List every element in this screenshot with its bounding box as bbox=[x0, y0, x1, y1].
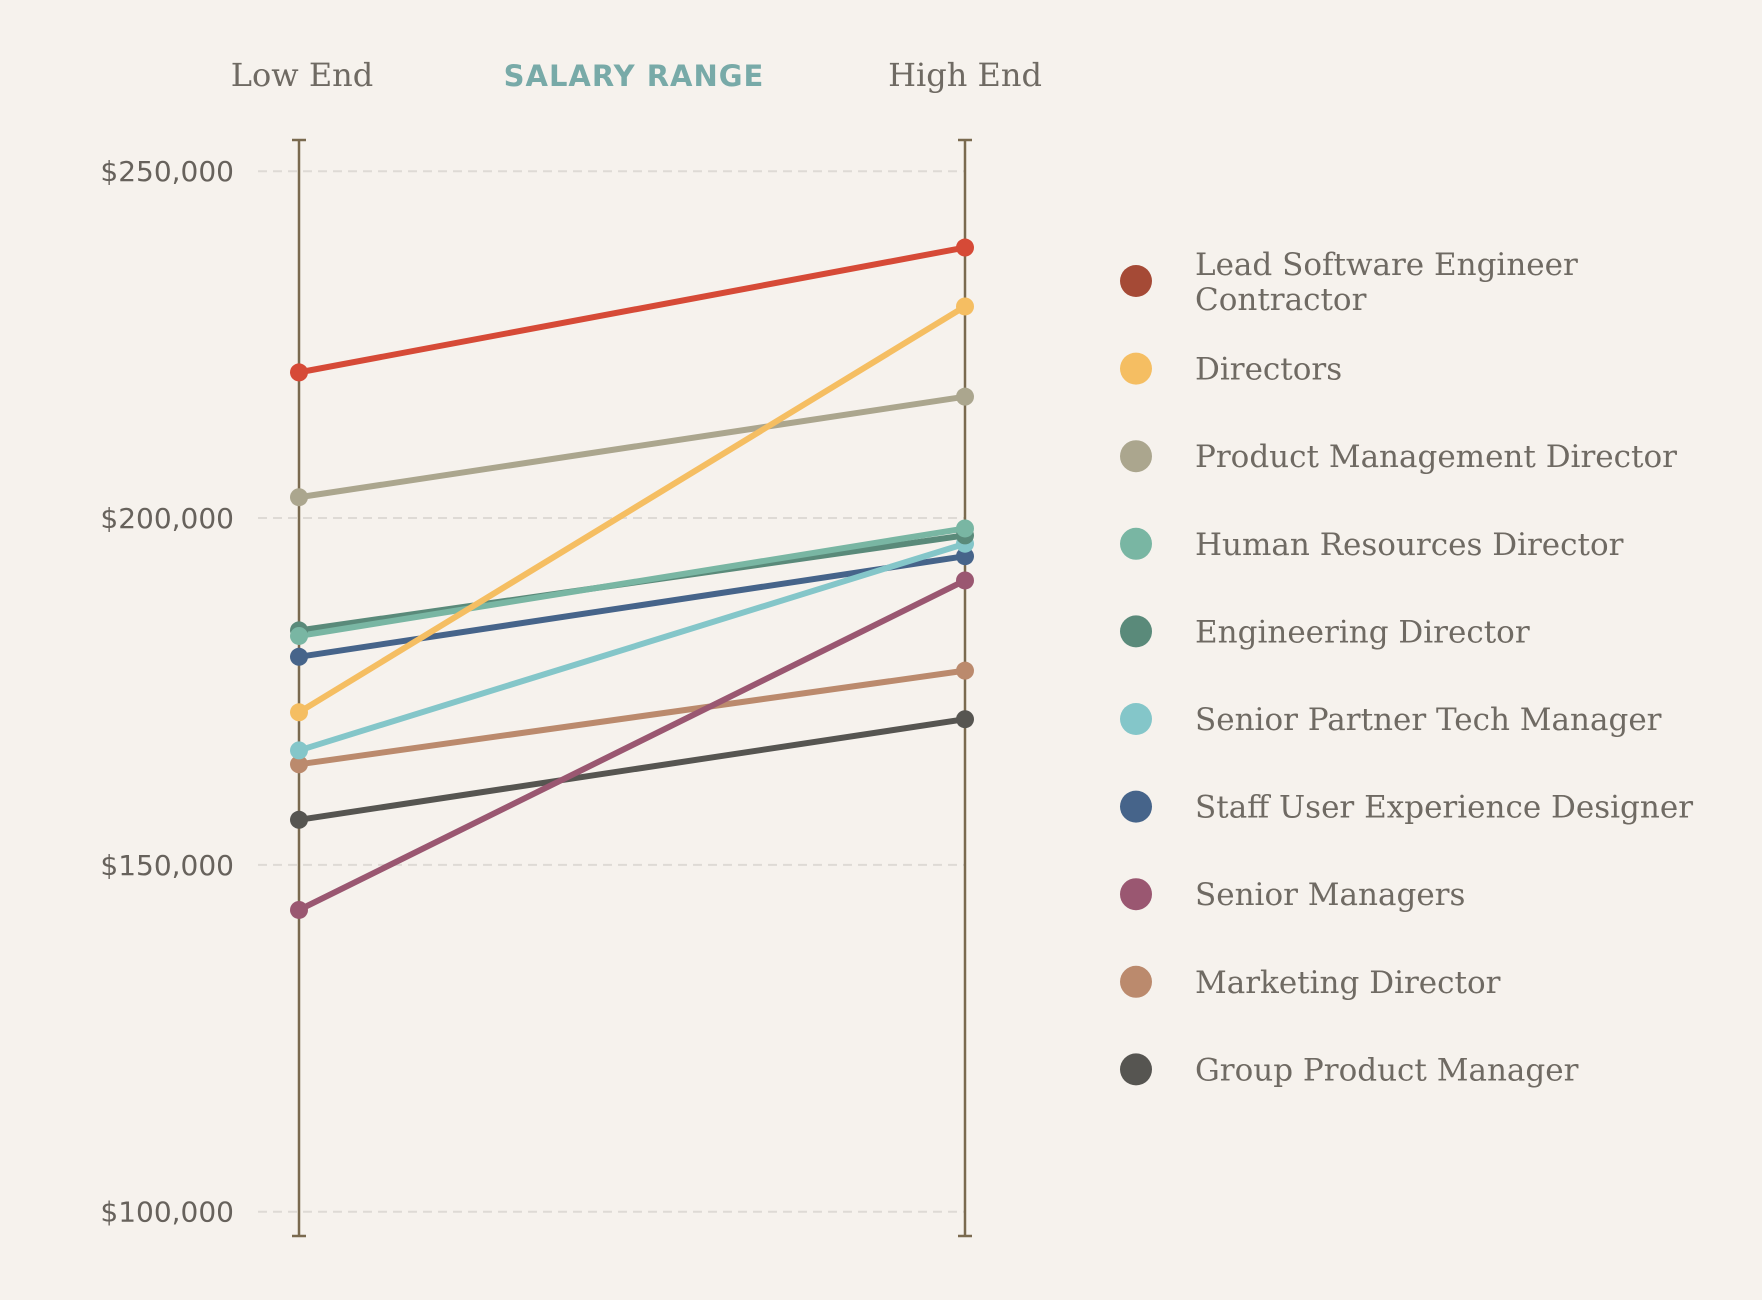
point-low-directors bbox=[290, 703, 308, 722]
y-tick-labels: $100,000 $150,000 $200,000 $250,000 bbox=[100, 155, 234, 1229]
series-line-product-management-director bbox=[296, 393, 968, 501]
legend: Lead Software Engineer Contractor Director… bbox=[1120, 247, 1693, 1088]
y-tick-label: $100,000 bbox=[100, 1196, 234, 1229]
legend-label: Human Resources Director bbox=[1195, 527, 1624, 563]
point-low-marketing-director bbox=[290, 755, 308, 774]
point-low-human-resources-director bbox=[290, 626, 308, 645]
legend-label: Staff User Experience Designer bbox=[1195, 790, 1693, 826]
x-label-high-end: High End bbox=[888, 56, 1042, 94]
legend-item-product-management-director: Product Management Director bbox=[1120, 439, 1677, 475]
legend-swatch bbox=[1120, 527, 1152, 560]
gridlines bbox=[258, 170, 965, 1213]
legend-label: Senior Partner Tech Manager bbox=[1195, 702, 1662, 738]
point-high-product-management-director bbox=[956, 387, 974, 406]
point-low-staff-user-experience-designer bbox=[290, 647, 308, 666]
legend-swatch bbox=[1120, 265, 1152, 297]
point-low-product-management-director bbox=[290, 488, 308, 507]
point-low-senior-managers bbox=[290, 900, 308, 919]
legend-item-staff-user-experience-designer: Staff User Experience Designer bbox=[1120, 790, 1693, 826]
point-high-group-product-manager bbox=[956, 710, 974, 729]
point-high-directors bbox=[956, 297, 974, 316]
legend-swatch bbox=[1120, 790, 1152, 823]
legend-item-marketing-director: Marketing Director bbox=[1120, 965, 1501, 1001]
series-line-senior-managers bbox=[296, 577, 968, 913]
legend-swatch bbox=[1120, 615, 1152, 648]
series-line-marketing-director bbox=[296, 667, 968, 768]
legend-item-engineering-director: Engineering Director bbox=[1120, 614, 1530, 650]
y-tick-label: $150,000 bbox=[100, 849, 234, 882]
legend-item-group-product-manager: Group Product Manager bbox=[1120, 1052, 1579, 1088]
legend-item-lead-software-engineer-contractor: Lead Software Engineer Contractor bbox=[1120, 247, 1578, 318]
chart-title: SALARY RANGE bbox=[504, 59, 765, 93]
point-low-group-product-manager bbox=[290, 810, 308, 829]
point-high-marketing-director bbox=[956, 661, 974, 680]
legend-label: Product Management Director bbox=[1195, 439, 1677, 475]
series-lines bbox=[296, 244, 968, 913]
legend-item-directors: Directors bbox=[1120, 352, 1342, 388]
legend-label: Lead Software Engineer Contractor bbox=[1195, 247, 1578, 318]
point-high-lead-software-engineer-contractor bbox=[956, 238, 974, 257]
series-line-lead-software-engineer-contractor bbox=[296, 244, 968, 376]
chart-text: Low End SALARY RANGE High End bbox=[231, 56, 1042, 94]
legend-label: Engineering Director bbox=[1195, 614, 1530, 650]
legend-label: Senior Managers bbox=[1195, 877, 1465, 913]
point-high-senior-managers bbox=[956, 571, 974, 590]
legend-item-senior-partner-tech-manager: Senior Partner Tech Manager bbox=[1120, 702, 1662, 738]
series-line-group-product-manager bbox=[296, 716, 968, 823]
legend-item-senior-managers: Senior Managers bbox=[1120, 877, 1465, 913]
legend-label: Directors bbox=[1195, 352, 1342, 388]
legend-label: Marketing Director bbox=[1195, 965, 1501, 1001]
series-line-human-resources-director bbox=[296, 525, 968, 639]
series-points bbox=[290, 238, 974, 919]
legend-swatch bbox=[1120, 440, 1152, 473]
axes bbox=[292, 138, 972, 1238]
legend-swatch bbox=[1120, 352, 1152, 385]
x-label-low-end: Low End bbox=[231, 56, 374, 94]
legend-label: Group Product Manager bbox=[1195, 1052, 1579, 1088]
series-line-directors bbox=[296, 303, 968, 716]
y-tick-label: $250,000 bbox=[100, 155, 234, 188]
legend-swatch bbox=[1120, 965, 1152, 998]
y-tick-label: $200,000 bbox=[100, 502, 234, 535]
legend-item-human-resources-director: Human Resources Director bbox=[1120, 527, 1624, 563]
point-high-human-resources-director bbox=[956, 519, 974, 538]
point-low-senior-partner-tech-manager bbox=[290, 741, 308, 760]
legend-swatch bbox=[1120, 703, 1152, 735]
series-line-senior-partner-tech-manager bbox=[296, 540, 968, 754]
point-high-staff-user-experience-designer bbox=[956, 547, 974, 566]
series-line-staff-user-experience-designer bbox=[296, 553, 968, 660]
point-low-lead-software-engineer-contractor bbox=[290, 363, 308, 382]
legend-swatch bbox=[1120, 878, 1152, 911]
legend-swatch bbox=[1120, 1053, 1152, 1086]
